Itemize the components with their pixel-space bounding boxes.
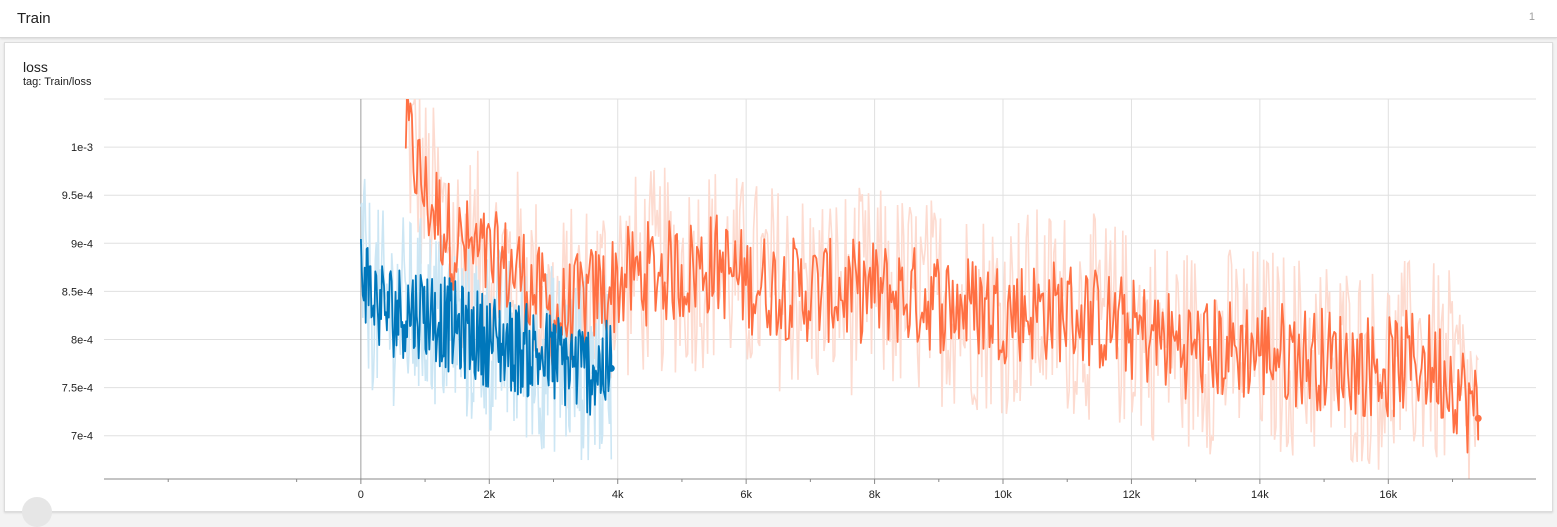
series-end-point-blue[interactable]	[607, 364, 615, 372]
raw-lines	[360, 99, 1479, 479]
series-line-orange[interactable]	[404, 81, 1480, 454]
x-tick-label: 12k	[1123, 489, 1141, 501]
x-tick-label: 10k	[994, 489, 1012, 501]
series-end-point-orange[interactable]	[1474, 414, 1482, 422]
series-raw-line-blue	[360, 178, 613, 461]
x-tick-label: 16k	[1379, 489, 1397, 501]
y-tick-label: 9.5e-4	[62, 190, 93, 202]
y-tick-label: 9e-4	[71, 238, 93, 250]
section-title: Train	[17, 10, 51, 27]
x-tick-label: 8k	[869, 489, 881, 501]
axes: 1e-3 9.5e-4 9e-4 8.5e-4 8e-4 7.5e-4 7e-4 0 2k 4k 6…	[62, 142, 1536, 501]
y-tick-label: 8e-4	[71, 335, 93, 347]
y-tick-label: 7.5e-4	[62, 383, 93, 395]
x-tick-label: 4k	[612, 489, 624, 501]
loss-chart[interactable]: 1e-3 9.5e-4 9e-4 8.5e-4 8e-4 7.5e-4 7e-4 0 2k 4k 6…	[0, 0, 1557, 505]
section-header[interactable]: Train 1	[0, 0, 1557, 38]
y-tick-label: 1e-3	[71, 142, 93, 154]
x-tick-label: 2k	[483, 489, 495, 501]
chart-title: loss	[23, 59, 48, 75]
x-tick-label: 14k	[1251, 489, 1269, 501]
chart-tag: tag: Train/loss	[23, 76, 92, 88]
series-line-blue[interactable]	[360, 238, 613, 416]
x-tick-label: 0	[358, 489, 364, 501]
section-count: 1	[1528, 11, 1535, 23]
y-tick-label: 7e-4	[71, 431, 93, 443]
smoothed-lines	[360, 81, 1482, 454]
expand-button[interactable]	[22, 497, 52, 527]
y-tick-label: 8.5e-4	[62, 286, 93, 298]
x-tick-label: 6k	[740, 489, 752, 501]
